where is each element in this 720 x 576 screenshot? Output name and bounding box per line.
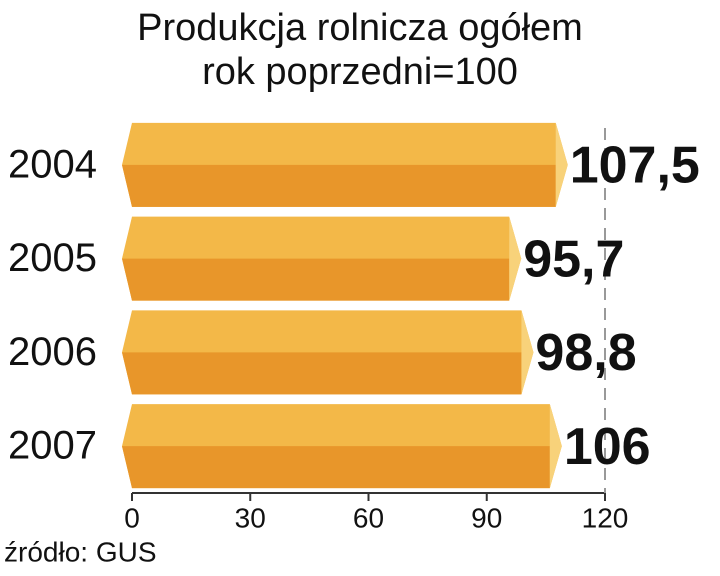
bar-tip [521,310,534,395]
bar-shade [122,446,550,489]
bar-tip [555,122,568,207]
source-note: źródło: GUS [4,536,157,567]
value-label: 106 [564,418,651,476]
bar-shade [122,164,556,207]
bar-shade [122,352,522,395]
chart-title: Produkcja rolnicza ogółem [137,7,583,49]
bar-tip [509,216,522,301]
x-tick-label: 0 [124,502,140,533]
value-label: 107,5 [570,137,700,195]
x-tick-label: 120 [582,502,629,533]
value-label: 98,8 [535,324,636,382]
category-label: 2004 [8,142,97,186]
category-label: 2006 [8,330,97,374]
category-label: 2005 [8,236,97,280]
x-tick-label: 60 [353,502,384,533]
bar-tip [549,404,562,489]
bar-shade [122,258,510,301]
chart-subtitle: rok poprzedni=100 [202,51,518,93]
value-label: 95,7 [523,230,624,288]
x-tick-label: 90 [471,502,502,533]
x-tick-label: 30 [235,502,266,533]
category-label: 2007 [8,424,97,468]
